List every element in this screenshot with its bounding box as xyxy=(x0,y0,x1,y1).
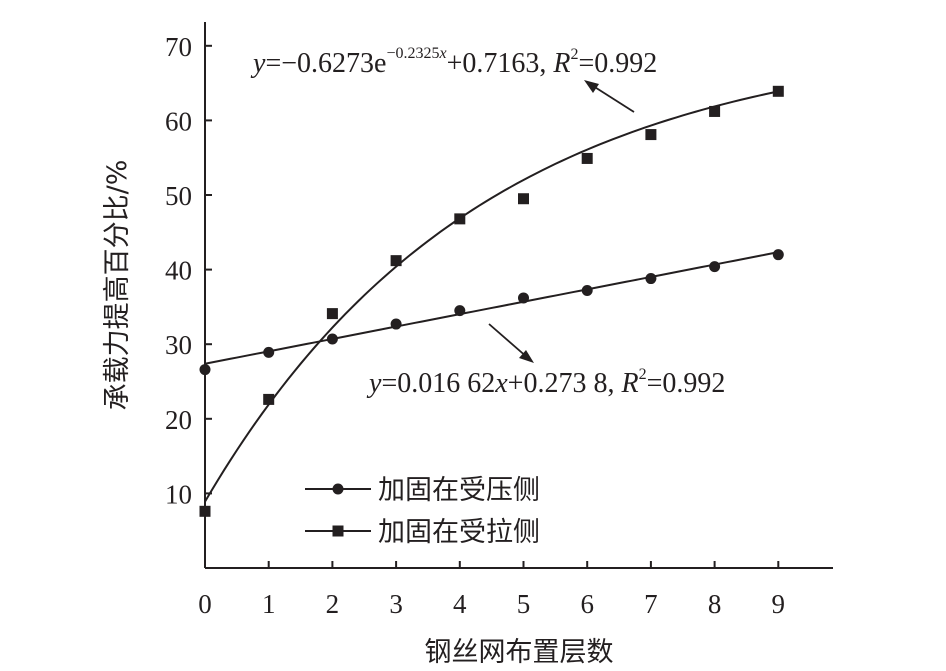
legend-label-tension: 加固在受拉侧 xyxy=(378,517,540,548)
data-point-square xyxy=(390,255,402,267)
x-tick-label: 9 xyxy=(772,589,786,619)
data-point-circle xyxy=(581,284,593,296)
svg-text:y=−0.6273e−0.2325x+0.7163, R2=: y=−0.6273e−0.2325x+0.7163, R2=0.992 xyxy=(250,45,657,79)
x-tick-label: 4 xyxy=(453,589,467,619)
x-tick-label: 0 xyxy=(198,589,212,619)
y-tick-label: 20 xyxy=(165,405,192,435)
data-point-circle xyxy=(199,364,211,376)
x-tick-label: 2 xyxy=(326,589,340,619)
fit-curve-series-0 xyxy=(204,251,779,365)
y-tick-label: 30 xyxy=(165,330,192,360)
x-tick-label: 3 xyxy=(389,589,403,619)
legend-label-compression: 加固在受压侧 xyxy=(378,475,540,506)
y-axis-title: 承载力提高百分比/% xyxy=(102,160,133,411)
data-point-circle xyxy=(709,261,721,273)
data-point-square xyxy=(709,105,721,117)
axes xyxy=(204,22,833,569)
y-tick-label: 70 xyxy=(165,32,192,62)
x-tick-label: 5 xyxy=(517,589,531,619)
legend-item-compression: 加固在受压侧 xyxy=(305,475,540,506)
tension-eq-arrowhead xyxy=(584,80,599,93)
fit-curves xyxy=(204,90,779,503)
x-tick-label: 6 xyxy=(580,589,594,619)
y-tick-label: 60 xyxy=(165,106,192,136)
y-tick-label: 10 xyxy=(165,479,192,509)
x-tick-label: 8 xyxy=(708,589,722,619)
compression-fit-equation: y=0.016 62x+0.273 8, R2=0.992 xyxy=(366,323,725,399)
data-point-square xyxy=(263,393,275,405)
data-point-square xyxy=(326,308,338,320)
data-point-circle xyxy=(390,318,402,330)
data-point-square xyxy=(454,213,466,225)
ticks: 0 1 2 3 4 5 6 7 8 9 10 20 30 40 50 60 70 xyxy=(165,32,785,619)
x-axis-title: 钢丝网布置层数 xyxy=(425,637,614,668)
data-point-circle xyxy=(518,292,529,304)
legend: 加固在受压侧 加固在受拉侧 xyxy=(305,475,540,548)
tension-eq-arrow xyxy=(589,83,635,113)
data-point-square xyxy=(645,129,657,141)
x-tick-label: 7 xyxy=(644,589,658,619)
y-tick-label: 40 xyxy=(165,256,192,286)
fit-curve-series-1 xyxy=(204,90,779,503)
y-tick-label: 50 xyxy=(165,181,192,211)
svg-text:y=0.016 62x+0.273 8, R2=0.992: y=0.016 62x+0.273 8, R2=0.992 xyxy=(366,366,725,399)
data-point-square xyxy=(518,193,529,205)
data-point-square xyxy=(581,152,593,164)
data-point-circle xyxy=(772,249,784,261)
legend-item-tension: 加固在受拉侧 xyxy=(305,517,540,548)
x-tick-label: 1 xyxy=(262,589,276,619)
data-point-circle xyxy=(454,305,466,317)
data-point-square xyxy=(772,85,784,97)
tension-fit-equation: y=−0.6273e−0.2325x+0.7163, R2=0.992 xyxy=(250,45,657,113)
data-point-circle xyxy=(645,273,657,285)
data-points xyxy=(199,85,784,517)
legend-square-marker xyxy=(332,525,344,537)
compression-eq-arrow xyxy=(488,323,529,359)
data-point-circle xyxy=(263,346,275,358)
data-point-circle xyxy=(326,333,338,345)
data-point-square xyxy=(199,505,211,517)
legend-circle-marker xyxy=(332,483,344,495)
compression-eq-arrowhead xyxy=(519,350,534,363)
